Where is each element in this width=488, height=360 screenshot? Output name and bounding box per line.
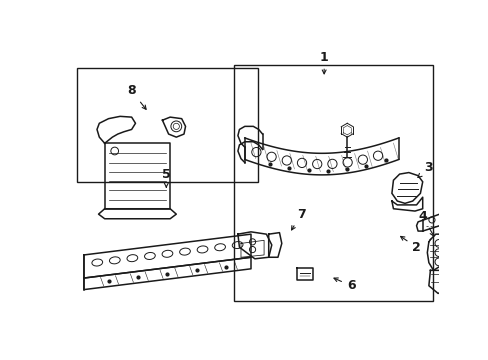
Text: 5: 5 [162, 168, 170, 187]
Text: 4: 4 [417, 210, 433, 236]
Text: 1: 1 [319, 50, 328, 74]
Text: 7: 7 [291, 208, 305, 230]
Text: 2: 2 [400, 237, 420, 254]
Text: 6: 6 [333, 278, 355, 292]
Bar [233, 66, 432, 301]
Text: 8: 8 [127, 85, 146, 109]
Bar [77, 68, 258, 182]
Text: 3: 3 [417, 161, 431, 177]
